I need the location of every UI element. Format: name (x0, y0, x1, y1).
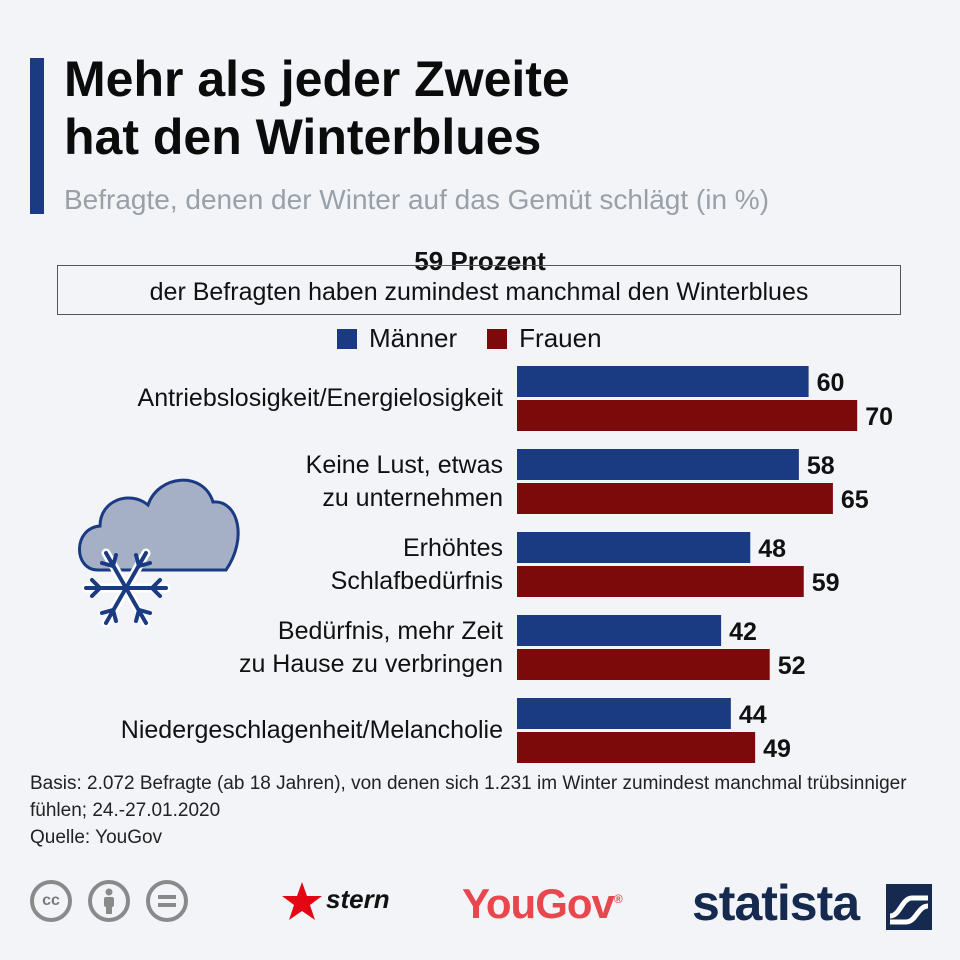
value-label-maenner-4: 44 (739, 701, 767, 729)
category-label-0-line-0: Antriebslosigkeit/Energielosigkeit (137, 384, 503, 412)
category-label-2: Erhöhtes Schlafbedürfnis (33, 532, 503, 598)
page-title: Mehr als jeder Zweite hat den Winterblue… (64, 50, 570, 166)
category-label-3-line-0: Bedürfnis, mehr Zeit (277, 616, 503, 645)
by-icon (88, 880, 130, 922)
category-label-3-line-1: zu Hause zu verbringen (238, 649, 503, 678)
cloud-snow-icon (78, 478, 240, 628)
bar-frauen-1 (517, 483, 833, 514)
legend-label-frauen: Frauen (519, 323, 602, 353)
statista-logo: statista (692, 875, 860, 931)
category-label-2-line-1: Schlafbedürfnis (330, 566, 503, 595)
bar-maenner-2 (517, 532, 751, 563)
category-label-1: Keine Lust, etwas zu unternehmen (33, 449, 503, 515)
title-line-2: hat den Winterblues (64, 109, 542, 165)
legend-item-maenner: Männer (337, 323, 457, 354)
value-label-maenner-1: 58 (807, 452, 835, 480)
bar-maenner-1 (517, 449, 799, 480)
category-label-2-line-0: Erhöhtes (402, 533, 503, 562)
stern-logo: stern (326, 884, 390, 914)
bar-frauen-4 (517, 732, 756, 763)
callout-text: der Befragten haben zumindest manchmal d… (149, 278, 809, 306)
callout-box: der Befragten haben zumindest manchmal d… (57, 265, 901, 315)
legend-swatch-frauen (487, 328, 508, 349)
title-line-1: Mehr als jeder Zweite (64, 51, 570, 107)
value-label-maenner-3: 42 (729, 618, 757, 646)
callout-headline: 59 Prozent (400, 246, 560, 276)
category-label-0: Antriebslosigkeit/Energielosigkeit (33, 382, 503, 415)
logo-row: cc stern YouGov® statista (0, 870, 960, 940)
bar-frauen-2 (517, 566, 804, 597)
value-label-frauen-3: 52 (778, 652, 806, 680)
bar-frauen-0 (517, 400, 858, 431)
legend-item-frauen: Frauen (487, 323, 602, 354)
value-label-maenner-0: 60 (817, 369, 845, 397)
category-label-4-line-0: Niedergeschlagenheit/Melancholie (120, 716, 503, 744)
subtitle: Befragte, denen der Winter auf das Gemüt… (64, 184, 770, 215)
yougov-logo: YouGov® (462, 880, 623, 927)
value-label-frauen-0: 70 (865, 403, 893, 431)
footnote: Basis: 2.072 Befragte (ab 18 Jahren), vo… (30, 770, 940, 851)
nd-icon (146, 880, 188, 922)
category-label-4: Niedergeschlagenheit/Melancholie (33, 714, 503, 747)
footnote-source: Quelle: YouGov (30, 827, 163, 848)
value-label-maenner-2: 48 (758, 535, 786, 563)
yougov-logo-text: YouGov (462, 880, 615, 927)
value-label-frauen-4: 49 (763, 735, 791, 763)
cc-icon: cc (30, 880, 72, 922)
value-label-frauen-2: 59 (812, 569, 840, 597)
bar-maenner-0 (517, 366, 809, 397)
bar-frauen-3 (517, 649, 770, 680)
category-label-1-line-1: zu unternehmen (322, 483, 503, 512)
stern-star-icon (282, 882, 322, 920)
legend: Männer Frauen (337, 323, 632, 354)
category-label-1-line-0: Keine Lust, etwas (305, 450, 503, 479)
callout-headline-wrap: 59 Prozent (0, 246, 960, 277)
legend-label-maenner: Männer (369, 323, 458, 353)
legend-swatch-maenner (337, 328, 357, 349)
value-label-frauen-1: 65 (841, 486, 869, 514)
accent-bar (30, 58, 44, 214)
category-label-3: Bedürfnis, mehr Zeit zu Hause zu verbring… (33, 615, 503, 681)
bar-maenner-3 (517, 615, 722, 646)
bar-maenner-4 (517, 698, 731, 729)
footnote-basis: Basis: 2.072 Befragte (ab 18 Jahren), vo… (30, 773, 907, 821)
statista-mark-icon (886, 884, 932, 930)
